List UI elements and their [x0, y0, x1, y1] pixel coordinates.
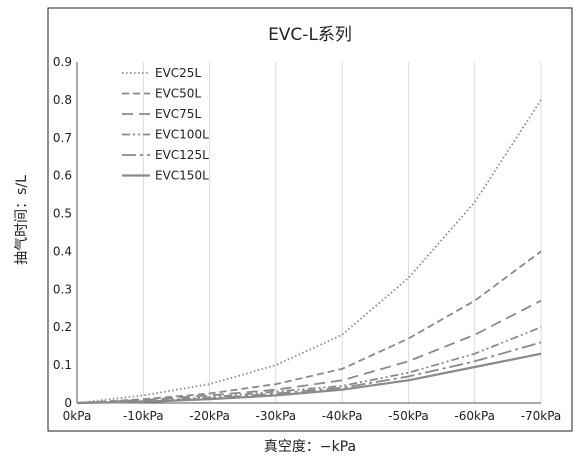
legend-label: EVC25L — [155, 66, 201, 80]
grid-lines — [142, 62, 542, 403]
y-axis-label: 抽气时间：s/L — [14, 175, 30, 265]
legend: EVC25L EVC50L EVC75L EVC100L EVC125L EVC150L — [122, 66, 209, 183]
y-tick-label: 0.1 — [53, 358, 72, 372]
series-line-evc150l — [76, 352, 542, 405]
chart-frame — [47, 7, 573, 432]
chart-title: EVC-L系列 — [268, 25, 352, 45]
x-tick-label: -40kPa — [322, 409, 363, 423]
x-tick-label: -60kPa — [454, 409, 495, 423]
series-line-evc100l — [76, 326, 542, 404]
series-line-evc50l — [76, 250, 542, 404]
y-tick-label: 0.9 — [53, 55, 72, 69]
y-tick-label: 0 — [64, 396, 72, 410]
legend-label: EVC150L — [155, 169, 209, 183]
x-tick-label: -50kPa — [388, 409, 429, 423]
x-tick-label: -30kPa — [256, 409, 297, 423]
legend-label: EVC75L — [155, 107, 201, 121]
x-tick-label: 0kPa — [63, 409, 92, 423]
x-axis-label: 真空度：−kPa — [264, 439, 356, 455]
y-tick-label: 0.2 — [53, 320, 72, 334]
y-tick-label: 0.7 — [53, 131, 72, 145]
y-tick-label: 0.6 — [53, 169, 72, 183]
series-line-evc75l — [76, 299, 542, 404]
y-tick-label: 0.5 — [53, 207, 72, 221]
legend-label: EVC125L — [155, 148, 209, 162]
legend-label: EVC50L — [155, 87, 201, 101]
legend-label: EVC100L — [155, 128, 209, 142]
y-tick-label: 0.8 — [53, 93, 72, 107]
axes: 0 0.1 0.2 0.3 0.4 0.5 0.6 0.7 0.8 0.9 0kPa -10kPa -2… — [53, 55, 561, 423]
x-tick-label: -70kPa — [521, 409, 562, 423]
series-lines — [76, 99, 542, 405]
y-tick-label: 0.3 — [53, 282, 72, 296]
y-tick-label: 0.4 — [53, 244, 72, 258]
x-tick-label: -20kPa — [189, 409, 230, 423]
x-tick-label: -10kPa — [123, 409, 164, 423]
